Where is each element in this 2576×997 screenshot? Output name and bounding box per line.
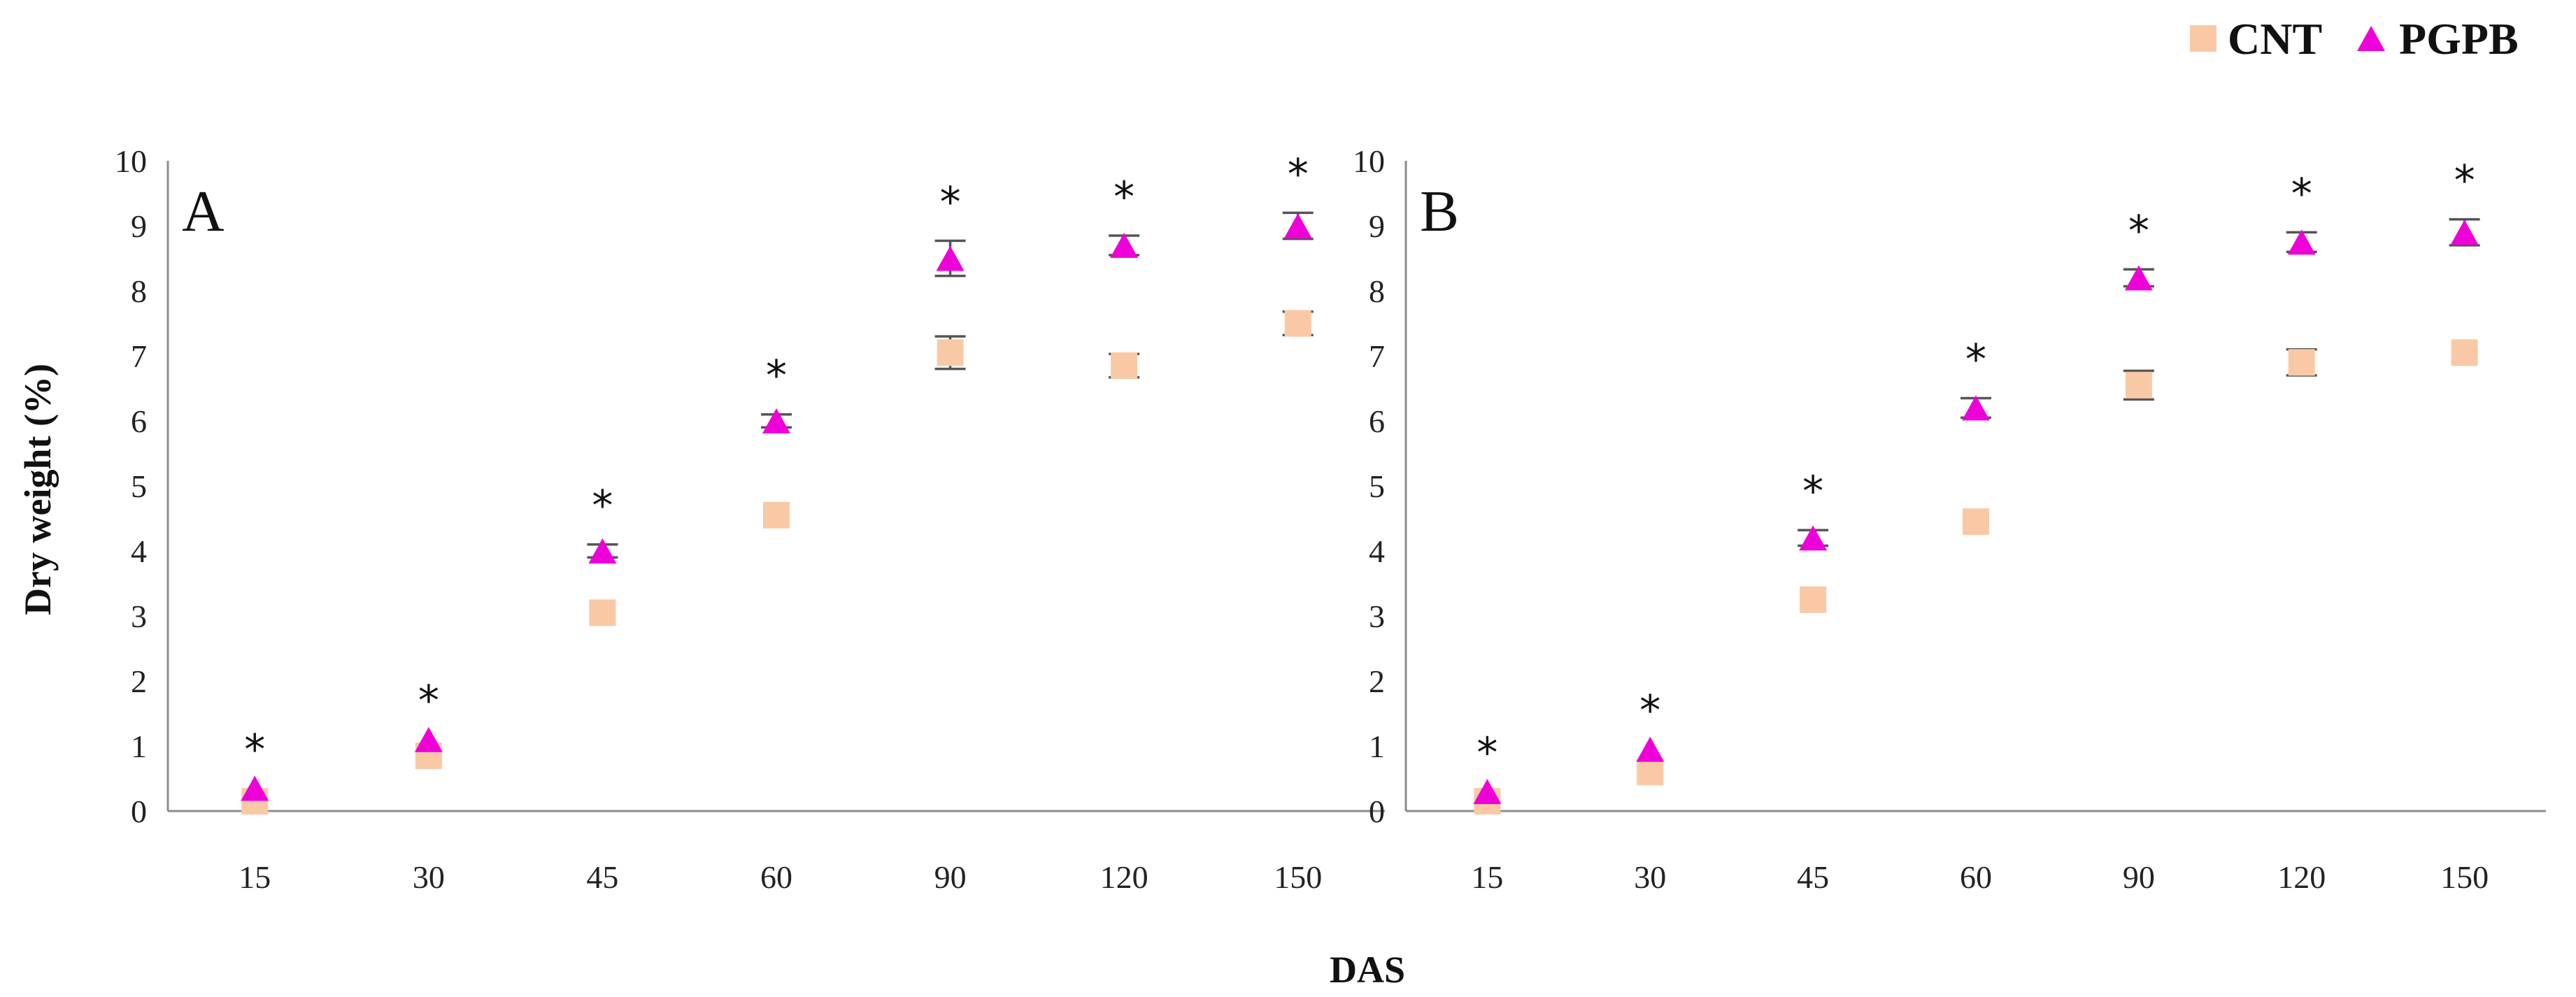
legend: CNT PGPB bbox=[2190, 14, 2519, 64]
significance-star: * bbox=[1965, 335, 1986, 384]
y-tick-label: 5 bbox=[131, 468, 147, 504]
significance-star: * bbox=[2454, 157, 2475, 206]
significance-star: * bbox=[592, 482, 613, 531]
y-tick-label: 8 bbox=[1369, 273, 1385, 309]
data-point-cnt bbox=[1963, 508, 1989, 536]
data-point-pgpb bbox=[1110, 232, 1139, 258]
y-tick-label: 10 bbox=[115, 143, 147, 179]
legend-marker-cnt bbox=[2190, 25, 2216, 52]
legend-label-pgpb: PGPB bbox=[2399, 14, 2519, 64]
y-tick-label: 0 bbox=[131, 794, 147, 829]
series-pgpb bbox=[241, 211, 1314, 801]
data-point-pgpb bbox=[1799, 525, 1828, 551]
panel-label: B bbox=[1420, 179, 1459, 244]
data-point-pgpb bbox=[2124, 265, 2153, 291]
data-point-cnt bbox=[2288, 349, 2315, 376]
y-tick-label: 1 bbox=[1369, 729, 1385, 764]
data-point-pgpb bbox=[1962, 395, 1990, 421]
y-tick-label: 4 bbox=[131, 533, 147, 569]
panel-label: A bbox=[182, 179, 225, 244]
legend-marker-pgpb bbox=[2357, 26, 2385, 51]
data-point-cnt bbox=[2451, 339, 2478, 366]
x-tick-label: 90 bbox=[934, 859, 967, 895]
data-point-pgpb bbox=[936, 245, 965, 271]
x-tick-label: 150 bbox=[2440, 859, 2489, 895]
x-tick-label: 45 bbox=[1797, 859, 1829, 895]
y-tick-label: 2 bbox=[131, 664, 147, 699]
x-tick-label: 90 bbox=[2123, 859, 2155, 895]
x-tick-label: 15 bbox=[1471, 859, 1503, 895]
y-tick-label: 2 bbox=[1369, 664, 1385, 699]
y-tick-label: 3 bbox=[131, 598, 147, 634]
x-tick-label: 60 bbox=[760, 859, 792, 895]
y-tick-label: 1 bbox=[131, 729, 147, 764]
x-tick-label: 150 bbox=[1274, 859, 1322, 895]
data-point-pgpb bbox=[414, 726, 443, 752]
significance-star: * bbox=[2291, 169, 2312, 218]
x-axis-title: DAS bbox=[1330, 949, 1405, 991]
significance-star: * bbox=[418, 677, 439, 726]
y-tick-label: 9 bbox=[131, 208, 147, 244]
significance-star: * bbox=[1476, 729, 1497, 777]
y-tick-label: 10 bbox=[1353, 143, 1385, 179]
data-point-pgpb bbox=[762, 408, 790, 433]
data-point-pgpb bbox=[1636, 736, 1665, 762]
significance-star: * bbox=[2128, 206, 2149, 255]
data-point-cnt bbox=[589, 599, 616, 626]
series-pgpb bbox=[1473, 217, 2480, 805]
series-cnt bbox=[1474, 339, 2478, 815]
legend-label-cnt: CNT bbox=[2228, 14, 2322, 64]
x-tick-label: 120 bbox=[2277, 859, 2326, 895]
data-point-pgpb bbox=[1283, 213, 1312, 238]
significance-star: * bbox=[1639, 687, 1660, 736]
significance-star: * bbox=[766, 352, 787, 401]
y-tick-label: 0 bbox=[1369, 794, 1385, 829]
significance-star: * bbox=[1802, 467, 1823, 516]
x-tick-label: 15 bbox=[239, 859, 271, 895]
y-tick-label: 4 bbox=[1369, 533, 1385, 569]
significance-star: * bbox=[1113, 173, 1134, 222]
y-tick-label: 6 bbox=[131, 403, 147, 439]
data-point-cnt bbox=[1800, 586, 1827, 613]
y-tick-label: 3 bbox=[1369, 598, 1385, 634]
x-tick-label: 30 bbox=[413, 859, 445, 895]
significance-star: * bbox=[940, 178, 961, 227]
data-point-cnt bbox=[763, 501, 790, 529]
y-tick-label: 7 bbox=[1369, 338, 1385, 374]
y-tick-label: 8 bbox=[131, 273, 147, 309]
y-axis-title: Dry weight (%) bbox=[17, 364, 59, 615]
data-point-pgpb bbox=[2287, 229, 2316, 255]
significance-star: * bbox=[244, 725, 265, 774]
data-point-cnt bbox=[1284, 310, 1311, 337]
y-tick-label: 6 bbox=[1369, 403, 1385, 439]
x-tick-label: 30 bbox=[1634, 859, 1666, 895]
data-point-pgpb bbox=[2450, 220, 2479, 245]
y-tick-label: 7 bbox=[131, 338, 147, 374]
data-point-cnt bbox=[2125, 371, 2152, 399]
data-point-cnt bbox=[1111, 352, 1138, 379]
y-tick-label: 5 bbox=[1369, 468, 1385, 504]
significance-star: * bbox=[1288, 150, 1309, 199]
data-point-pgpb bbox=[241, 775, 269, 801]
data-point-cnt bbox=[1637, 759, 1664, 786]
data-point-cnt bbox=[937, 339, 964, 366]
x-tick-label: 45 bbox=[586, 859, 618, 895]
data-point-pgpb bbox=[1473, 779, 1502, 805]
x-tick-label: 120 bbox=[1100, 859, 1148, 895]
data-point-pgpb bbox=[588, 538, 617, 564]
x-tick-label: 60 bbox=[1960, 859, 1992, 895]
y-tick-label: 9 bbox=[1369, 208, 1385, 244]
